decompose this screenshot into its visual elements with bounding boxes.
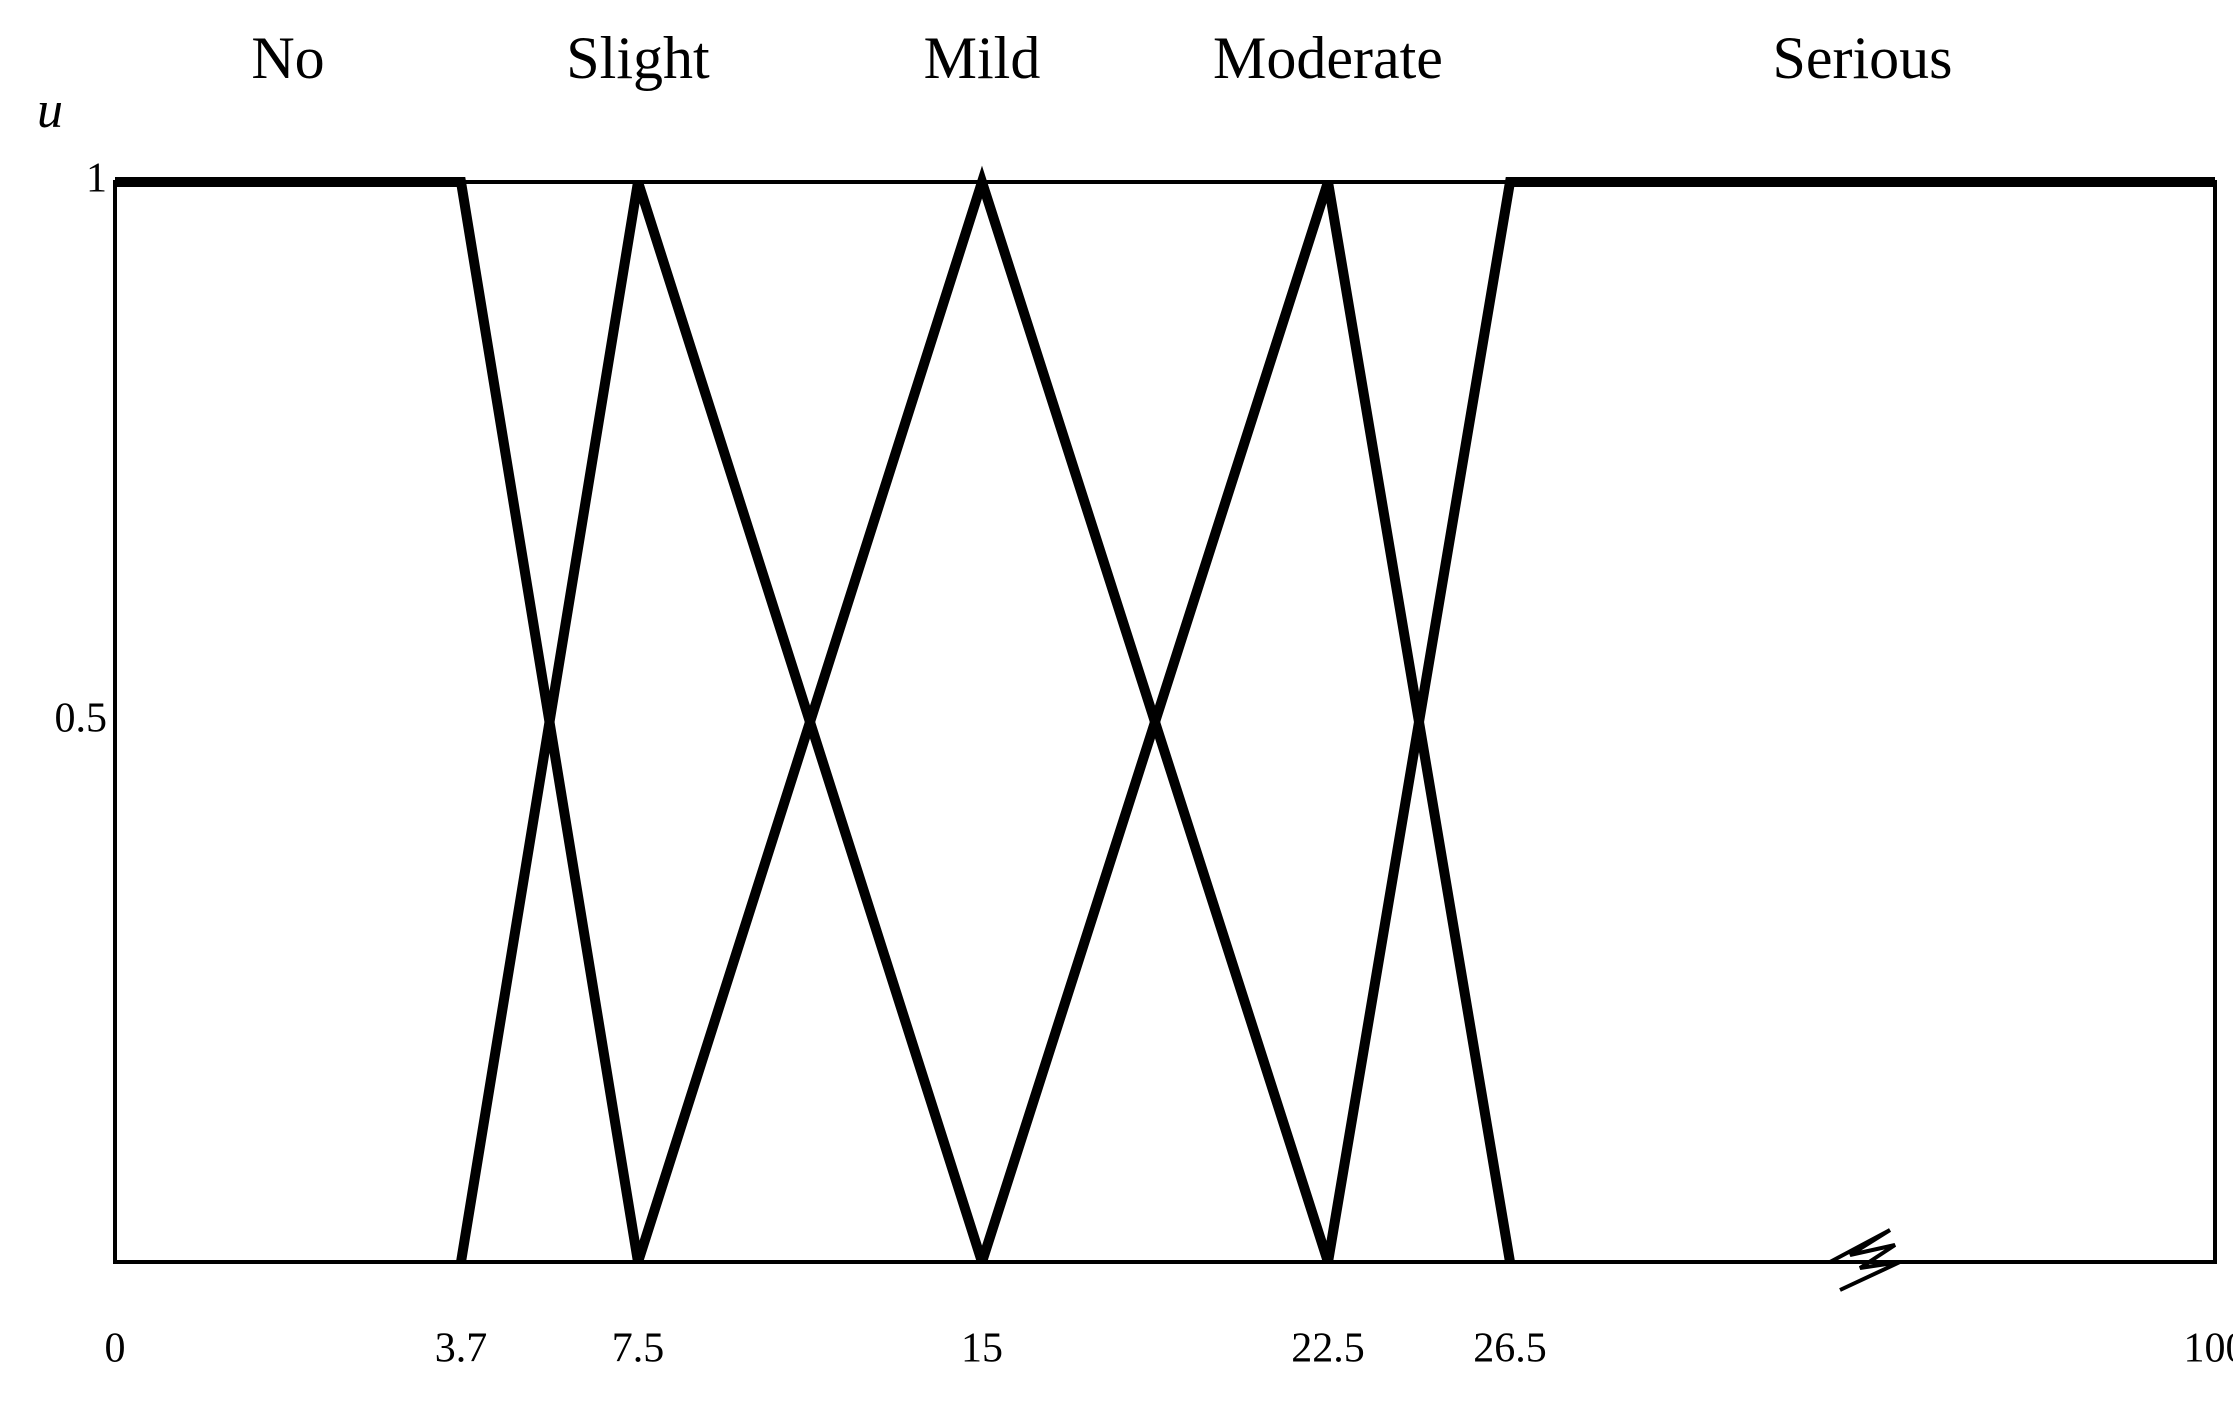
axis-break (1829, 1228, 1901, 1292)
series-label: Moderate (1213, 25, 1443, 91)
series-label: Serious (1773, 25, 1953, 91)
series-label: Slight (566, 25, 710, 91)
membership-line (115, 177, 643, 1263)
series-label: No (251, 25, 324, 91)
membership-line (633, 165, 1333, 1264)
plot-frame (113, 180, 2217, 1264)
membership-line (1323, 177, 2215, 1263)
y-axis-label: u (37, 82, 63, 139)
x-tick-label: 100 (2184, 1326, 2233, 1372)
series-label: Mild (924, 25, 1041, 91)
x-tick-label: 3.7 (435, 1326, 488, 1372)
x-tick-label: 22.5 (1291, 1326, 1365, 1372)
x-tick-label: 15 (961, 1326, 1003, 1372)
y-tick-label: 1 (86, 156, 107, 202)
membership-line (456, 180, 987, 1264)
x-tick-label: 7.5 (612, 1326, 665, 1372)
membership-line (977, 180, 1515, 1264)
x-tick-label: 0 (105, 1326, 126, 1372)
x-tick-label: 26.5 (1473, 1326, 1547, 1372)
y-tick-label: 0.5 (55, 696, 108, 742)
